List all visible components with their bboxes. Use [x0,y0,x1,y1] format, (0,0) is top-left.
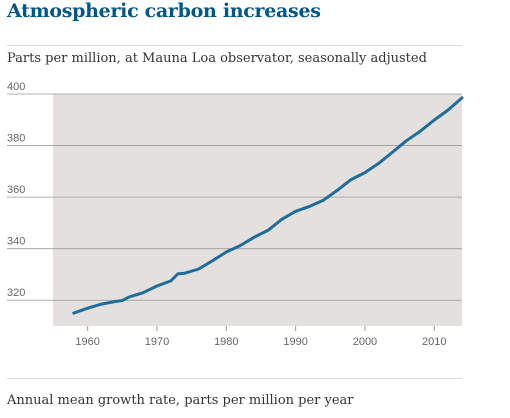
title-divider [7,45,462,46]
x-axis-ticks: 1960 1970 1980 1990 2000 2010 [75,326,447,348]
y-tick-label: 380 [7,133,25,145]
plot-background [53,94,462,326]
next-chart-caption: Annual mean growth rate, parts per milli… [7,393,354,408]
co2-line-chart: 1960 1970 1980 1990 2000 2010 320 340 360 380 400 [7,81,464,348]
y-tick-label: 320 [7,287,25,299]
x-tick-label: 2000 [353,336,377,348]
chart-title: Atmospheric carbon increases [7,0,321,22]
x-tick-label: 2010 [422,336,446,348]
x-tick-label: 1980 [214,336,238,348]
x-tick-label: 1960 [75,336,99,348]
y-tick-label: 360 [7,184,25,196]
y-tick-label: 340 [7,236,25,248]
x-tick-label: 1970 [145,336,169,348]
y-tick-label: 400 [7,81,25,93]
x-tick-label: 1990 [283,336,307,348]
section-divider [7,378,462,379]
y-axis-labels: 320 340 360 380 400 [7,81,25,299]
chart-subtitle: Parts per million, at Mauna Loa observat… [7,51,427,66]
co2-series-line [72,96,464,315]
